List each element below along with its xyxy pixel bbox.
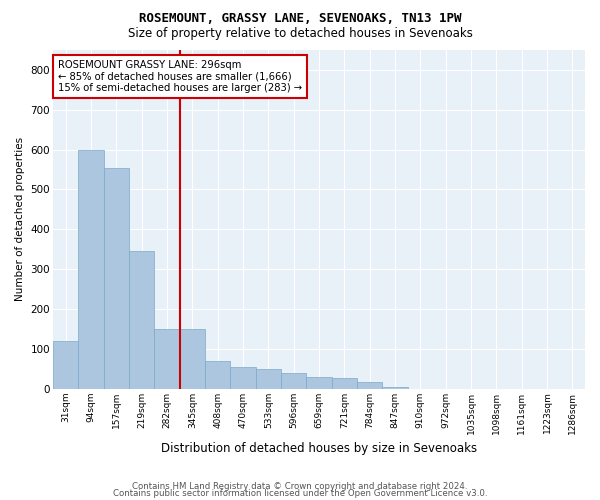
X-axis label: Distribution of detached houses by size in Sevenoaks: Distribution of detached houses by size … (161, 442, 477, 455)
Bar (154, 329, 179, 389)
Bar (205, 361, 230, 389)
Text: Size of property relative to detached houses in Sevenoaks: Size of property relative to detached ho… (128, 28, 472, 40)
Bar (104, 168, 129, 389)
Text: Contains public sector information licensed under the Open Government Licence v3: Contains public sector information licen… (113, 490, 487, 498)
Y-axis label: Number of detached properties: Number of detached properties (15, 138, 25, 302)
Bar (281, 373, 307, 389)
Bar (307, 377, 332, 389)
Text: ROSEMOUNT GRASSY LANE: 296sqm
← 85% of detached houses are smaller (1,666)
15% o: ROSEMOUNT GRASSY LANE: 296sqm ← 85% of d… (58, 60, 302, 94)
Bar (230, 367, 256, 389)
Text: Contains HM Land Registry data © Crown copyright and database right 2024.: Contains HM Land Registry data © Crown c… (132, 482, 468, 491)
Bar (332, 378, 357, 389)
Bar (256, 369, 281, 389)
Bar (53, 341, 78, 389)
Bar (129, 252, 154, 389)
Bar (179, 329, 205, 389)
Bar (357, 382, 382, 389)
Bar (78, 150, 104, 389)
Bar (382, 387, 407, 389)
Text: ROSEMOUNT, GRASSY LANE, SEVENOAKS, TN13 1PW: ROSEMOUNT, GRASSY LANE, SEVENOAKS, TN13 … (139, 12, 461, 26)
